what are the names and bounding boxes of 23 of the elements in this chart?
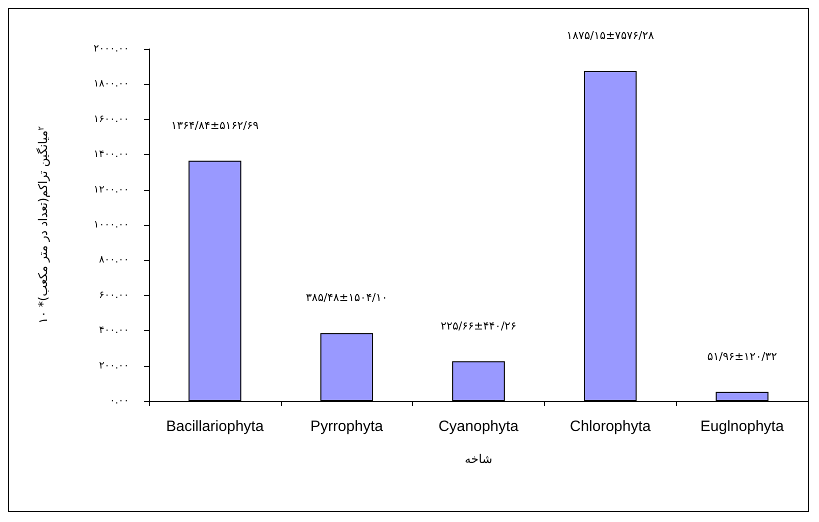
y-tick-label: ۴۰۰.۰۰ <box>98 325 129 336</box>
y-tick-label: ۱۸۰۰.۰۰ <box>94 78 129 90</box>
data-label: ۳۸۵/۴۸±۱۵۰۴/۱۰ <box>306 291 388 304</box>
y-tick-label: ۱۴۰۰.۰۰ <box>94 149 129 160</box>
x-tick-label: Cyanophyta <box>438 418 520 435</box>
x-tick-label: Bacillariophyta <box>166 418 264 435</box>
x-tick-label: Chlorophyta <box>570 418 652 435</box>
y-tick-label: ۱۰۰۰.۰۰ <box>94 220 129 230</box>
data-label: ۲۲۵/۶۶±۴۴۰/۲۶ <box>440 319 516 332</box>
x-axis-title: شاخه <box>464 452 492 466</box>
y-tick-label: ۲۰۰۰.۰۰ <box>94 44 129 54</box>
x-tick-label: Pyrrophyta <box>310 418 384 435</box>
y-tick-label: ۲۰۰.۰۰ <box>98 360 129 372</box>
y-tick-label: ۰.۰۰ <box>110 396 129 406</box>
y-tick-label: ۶۰۰.۰۰ <box>98 290 129 301</box>
data-label: ۱۳۶۴/۸۴±۵۱۶۲/۶۹ <box>171 118 259 132</box>
y-tick-label: ۸۰۰.۰۰ <box>98 254 129 266</box>
y-tick-label: ۱۲۰۰.۰۰ <box>94 184 129 196</box>
data-label: ۱۸۷۵/۱۵±۷۵۷۶/۲۸ <box>566 28 654 42</box>
y-tick-label: ۱۶۰۰.۰۰ <box>94 114 129 125</box>
data-label: ۵۱/۹۶±۱۲۰/۳۲ <box>707 350 778 363</box>
x-tick-label: Euglnophyta <box>700 418 784 435</box>
y-axis-title: میانگین تراکم(تعداد در متر مکعب)* ۱۰۲ <box>36 126 50 324</box>
